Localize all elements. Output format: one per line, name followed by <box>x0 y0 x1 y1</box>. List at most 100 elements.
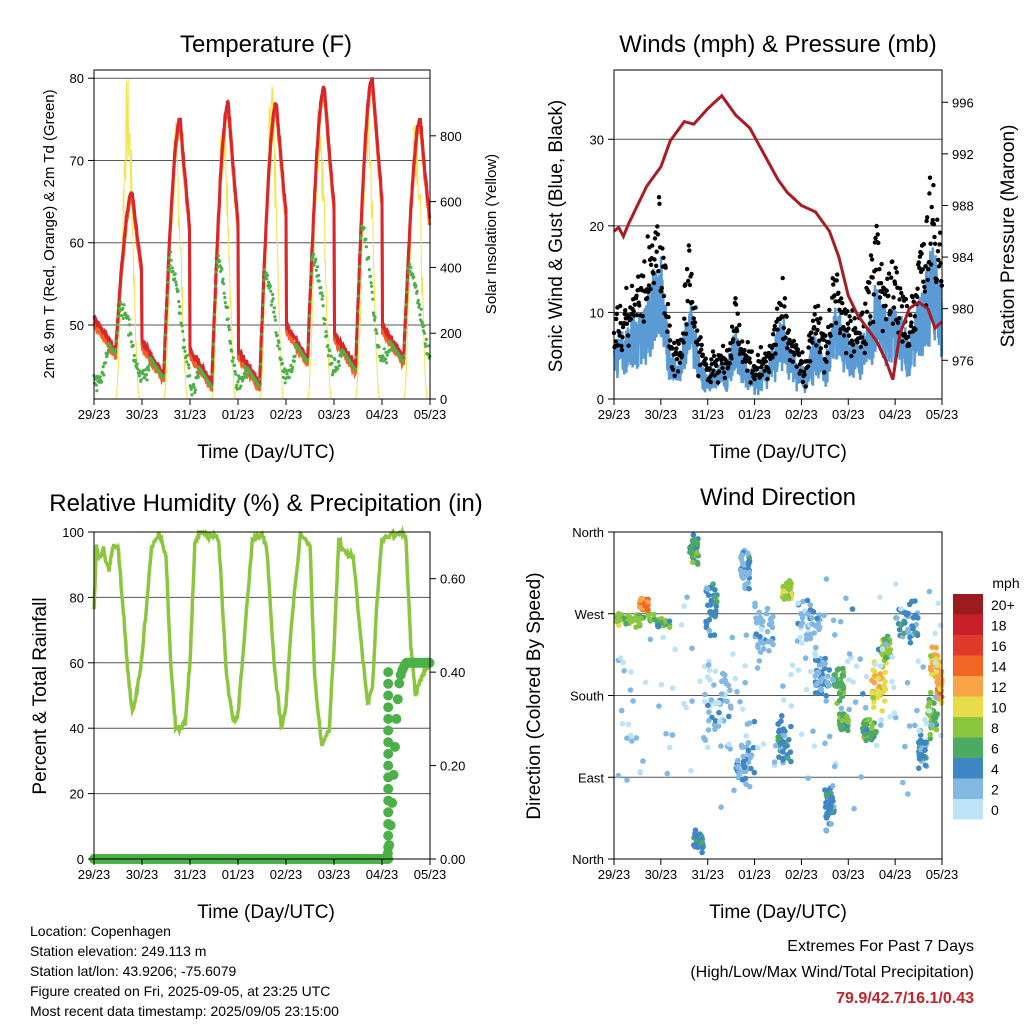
direction-point <box>768 638 774 645</box>
direction-point <box>764 605 771 612</box>
direction-point <box>735 757 741 764</box>
direction-point <box>693 833 699 840</box>
direction-point <box>699 849 705 856</box>
direction-point <box>736 772 742 778</box>
direction-point <box>798 611 804 617</box>
dewpoint-point <box>266 280 271 284</box>
humidity-panel: Relative Humidity (%) & Precipitation (i… <box>30 490 483 923</box>
dewpoint-point <box>277 340 281 344</box>
gust-point <box>868 253 874 258</box>
gust-point <box>704 362 709 367</box>
precip-point <box>383 842 394 853</box>
direction-point <box>834 667 841 673</box>
x-tick-label: 01/23 <box>738 867 771 882</box>
gust-point <box>778 302 784 308</box>
gust-point <box>931 183 936 188</box>
gust-point <box>692 320 698 325</box>
direction-point <box>702 737 709 743</box>
dewpoint-point <box>177 300 181 304</box>
gust-point <box>925 215 930 220</box>
dewpoint-point <box>271 292 275 297</box>
gust-point <box>624 321 630 326</box>
winds-axes: 29/23 30/23 31/23 01/23 02/23 03/23 04/23 05/23… <box>590 95 974 422</box>
direction-point <box>705 744 711 751</box>
dewpoint-point <box>262 278 266 282</box>
dewpoint-point <box>360 224 364 228</box>
gust-point <box>880 328 885 334</box>
dewpoint-point <box>170 266 174 270</box>
gust-point <box>845 321 851 326</box>
y-tick-label: 40 <box>70 721 84 736</box>
dewpoint-point <box>165 306 169 310</box>
temperature-title: Temperature (F) <box>180 31 352 58</box>
legend-label: 2 <box>991 782 999 798</box>
legend-label: 6 <box>991 741 999 757</box>
direction-point <box>655 622 661 629</box>
direction-point <box>807 668 814 675</box>
dewpoint-point <box>337 364 341 368</box>
gust-point <box>825 350 830 356</box>
direction-point <box>826 667 833 673</box>
direction-point <box>900 779 906 786</box>
x-tick-label: 01/23 <box>738 407 771 422</box>
x-tick-label: 02/23 <box>270 407 303 422</box>
dewpoint-point <box>273 318 277 322</box>
y-tick-label: 60 <box>70 656 84 671</box>
y-tick-label: 0 <box>597 392 604 407</box>
gust-point <box>888 309 893 315</box>
direction-point <box>870 667 877 673</box>
gust-point <box>926 267 931 272</box>
gust-point <box>913 327 918 332</box>
gust-point <box>823 333 828 338</box>
dewpoint-point <box>279 357 283 362</box>
precip-point <box>383 690 394 701</box>
direction-point <box>694 541 701 547</box>
direction-point <box>746 585 752 592</box>
gust-point <box>699 342 704 348</box>
dewpoint-point <box>375 331 379 335</box>
dewpoint-point <box>114 339 119 343</box>
gust-point <box>875 232 880 237</box>
precip-point <box>383 667 394 678</box>
direction-point <box>831 672 837 678</box>
gust-point <box>889 275 894 280</box>
dewpoint-point <box>182 345 186 349</box>
dewpoint-point <box>415 289 419 293</box>
gust-point <box>736 341 741 347</box>
dewpoint-point <box>94 383 98 387</box>
direction-point <box>863 726 870 733</box>
direction-point <box>706 667 713 674</box>
gust-point <box>652 236 658 241</box>
dewpoint-point <box>195 370 199 374</box>
gust-point <box>759 372 765 378</box>
gust-point <box>905 334 911 339</box>
dewpoint-point <box>190 393 194 397</box>
direction-point <box>742 663 748 669</box>
y-tick-label: 10 <box>590 305 604 320</box>
dewpoint-point <box>268 284 272 288</box>
gust-point <box>849 338 854 343</box>
dewpoint-point <box>141 372 145 376</box>
gust-point <box>641 319 646 324</box>
direction-point <box>804 611 811 617</box>
direction-point <box>705 702 711 709</box>
y2-tick-label: 0.00 <box>440 852 465 867</box>
direction-point <box>829 783 836 789</box>
direction-point <box>922 762 929 769</box>
x-tick-label: 30/23 <box>126 867 159 882</box>
figure-created: Figure created on Fri, 2025-09-05, at 23… <box>30 983 331 999</box>
gust-point <box>814 343 819 348</box>
direction-point <box>745 550 751 557</box>
direction-point <box>666 744 673 751</box>
gust-point <box>823 344 829 349</box>
gust-point <box>703 356 708 361</box>
gust-point <box>809 336 815 341</box>
direction-point <box>694 561 701 567</box>
direction-point <box>845 727 851 734</box>
gust-point <box>805 364 811 369</box>
gust-point <box>871 292 876 297</box>
dewpoint-point <box>370 284 374 288</box>
direction-point <box>852 699 859 705</box>
precip-point <box>383 702 394 713</box>
gust-point <box>858 344 863 350</box>
